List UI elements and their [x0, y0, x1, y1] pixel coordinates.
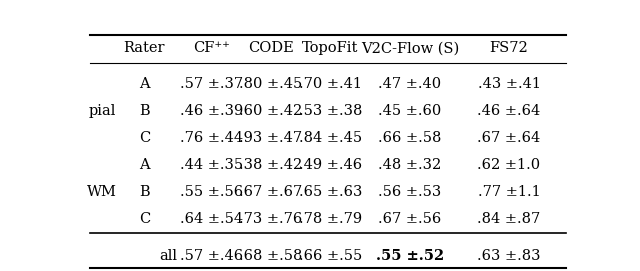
Text: A: A [139, 77, 150, 91]
Text: C: C [139, 131, 150, 145]
Text: .46 ±.64: .46 ±.64 [477, 104, 541, 118]
Text: .38 ±.42: .38 ±.42 [239, 158, 303, 172]
Text: B: B [139, 104, 150, 118]
Text: B: B [139, 185, 150, 199]
Text: FS72: FS72 [490, 41, 529, 55]
Text: .53 ±.38: .53 ±.38 [299, 104, 362, 118]
Text: CF⁺⁺: CF⁺⁺ [193, 41, 230, 55]
Text: CODE: CODE [248, 41, 294, 55]
Text: Rater: Rater [124, 41, 165, 55]
Text: .78 ±.79: .78 ±.79 [299, 212, 362, 226]
Text: .60 ±.42: .60 ±.42 [239, 104, 303, 118]
Text: .77 ±1.1: .77 ±1.1 [477, 185, 540, 199]
Text: .48 ±.32: .48 ±.32 [378, 158, 442, 172]
Text: .45 ±.60: .45 ±.60 [378, 104, 442, 118]
Text: .73 ±.76: .73 ±.76 [239, 212, 303, 226]
Text: .84 ±.45: .84 ±.45 [299, 131, 362, 145]
Text: pial: pial [88, 104, 116, 118]
Text: .84 ±.87: .84 ±.87 [477, 212, 541, 226]
Text: C: C [139, 212, 150, 226]
Text: .57 ±.37: .57 ±.37 [180, 77, 243, 91]
Text: .57 ±.46: .57 ±.46 [180, 249, 243, 263]
Text: .76 ±.44: .76 ±.44 [180, 131, 243, 145]
Text: .63 ±.83: .63 ±.83 [477, 249, 541, 263]
Text: .93 ±.47: .93 ±.47 [239, 131, 303, 145]
Text: .49 ±.46: .49 ±.46 [299, 158, 362, 172]
Text: .66 ±.58: .66 ±.58 [378, 131, 442, 145]
Text: .55 ±.52: .55 ±.52 [376, 249, 444, 263]
Text: .47 ±.40: .47 ±.40 [378, 77, 442, 91]
Text: .62 ±1.0: .62 ±1.0 [477, 158, 541, 172]
Text: .70 ±.41: .70 ±.41 [299, 77, 362, 91]
Text: .67 ±.67: .67 ±.67 [239, 185, 303, 199]
Text: .44 ±.35: .44 ±.35 [180, 158, 243, 172]
Text: TopoFit: TopoFit [302, 41, 358, 55]
Text: .43 ±.41: .43 ±.41 [477, 77, 541, 91]
Text: .56 ±.53: .56 ±.53 [378, 185, 442, 199]
Text: .64 ±.54: .64 ±.54 [180, 212, 243, 226]
Text: .67 ±.64: .67 ±.64 [477, 131, 541, 145]
Text: .80 ±.45: .80 ±.45 [239, 77, 303, 91]
Text: WM: WM [88, 185, 117, 199]
Text: .68 ±.58: .68 ±.58 [239, 249, 303, 263]
Text: .65 ±.63: .65 ±.63 [299, 185, 362, 199]
Text: .67 ±.56: .67 ±.56 [378, 212, 442, 226]
Text: .66 ±.55: .66 ±.55 [299, 249, 362, 263]
Text: all: all [159, 249, 177, 263]
Text: V2C-Flow (S): V2C-Flow (S) [361, 41, 459, 55]
Text: .55 ±.56: .55 ±.56 [180, 185, 243, 199]
Text: A: A [139, 158, 150, 172]
Text: .46 ±.39: .46 ±.39 [180, 104, 243, 118]
